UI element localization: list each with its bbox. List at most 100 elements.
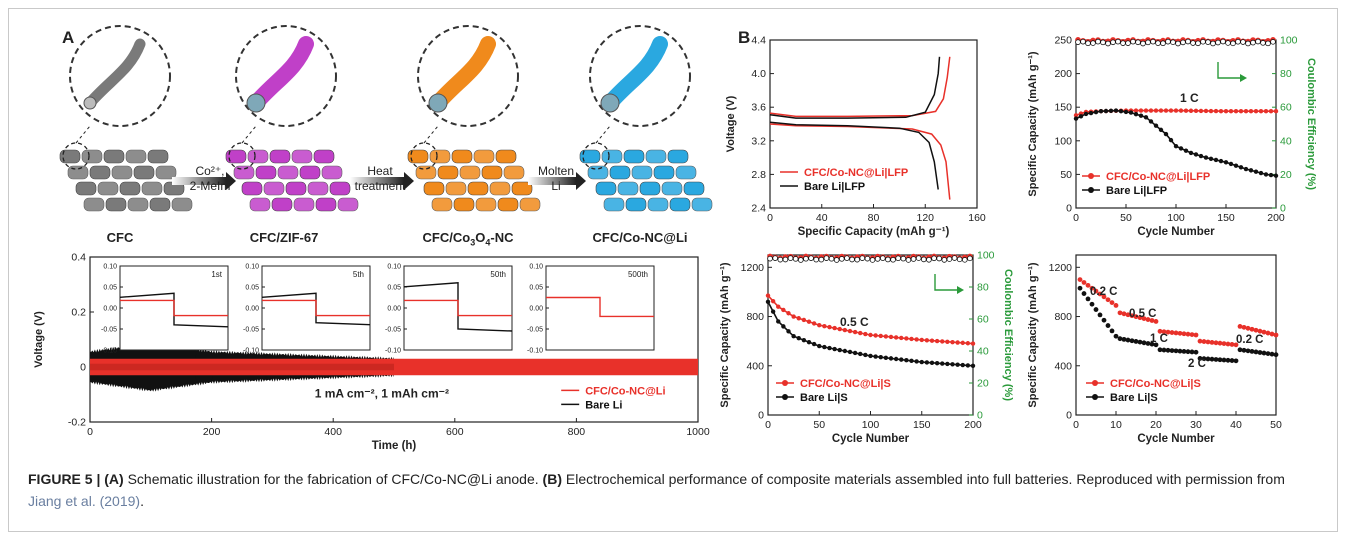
efficiency-point — [1185, 38, 1191, 45]
capacity-point — [1233, 109, 1239, 114]
efficiency-point — [1260, 40, 1266, 46]
capacity-point — [960, 362, 965, 368]
legend-label: CFC/Co-NC@Li — [585, 385, 665, 397]
rate-point — [1265, 351, 1271, 356]
y-tick-label: 800 — [1054, 311, 1072, 323]
rate-point — [1085, 282, 1091, 288]
y2-tick-label: 100 — [1280, 35, 1298, 47]
efficiency-point — [772, 255, 778, 261]
capacity-point — [950, 362, 955, 367]
capacity-point — [1163, 131, 1169, 137]
step-1-label: Co²⁺, 2-MeIm — [189, 164, 231, 193]
legend-label: Bare Li — [585, 399, 622, 411]
efficiency-point — [967, 255, 973, 262]
capacity-point — [965, 341, 971, 346]
y-axis-label: Specific Capacity (mAh g⁻¹) — [1027, 262, 1039, 408]
inset-5th: 0.10 0.05 0.00 -0.05 -0.10 5th — [243, 264, 371, 355]
fabric-weave — [669, 197, 691, 212]
efficiency-point — [1180, 39, 1186, 46]
efficiency-point — [905, 257, 912, 263]
capacity-point — [965, 363, 971, 368]
y-tick-label: 4.0 — [751, 68, 766, 80]
y-tick-label: 0 — [1066, 410, 1072, 422]
fabric-weave — [255, 165, 277, 180]
fabric-weave — [83, 197, 105, 212]
efficiency-point — [915, 255, 922, 261]
efficiency-point — [823, 255, 830, 261]
y-tick-label: 0 — [758, 410, 764, 422]
y2-axis-label: Coulombic Efficiency (%) — [1002, 269, 1014, 401]
inset-y-tick-label: 0.00 — [103, 306, 117, 313]
efficiency-point — [833, 257, 840, 263]
rate-point — [1185, 349, 1191, 355]
y-tick-label: 2.4 — [751, 203, 766, 215]
capacity-point — [1223, 160, 1229, 165]
fabric-weave — [645, 149, 667, 164]
capacity-point — [945, 361, 950, 367]
y-tick-label: 0 — [80, 362, 86, 374]
capacity-point — [1253, 109, 1259, 114]
efficiency-point — [1265, 40, 1271, 47]
x-tick-label: 50 — [813, 419, 825, 431]
capacity-point — [786, 329, 791, 334]
rate-point — [1229, 358, 1235, 363]
efficiency-point — [946, 256, 953, 262]
x-axis-label: Specific Capacity (mAh g⁻¹) — [798, 226, 950, 238]
rate-point — [1229, 342, 1235, 347]
fabric-weave — [445, 181, 467, 196]
x-tick-label: 200 — [203, 426, 221, 438]
efficiency-point — [1130, 38, 1136, 45]
y2-tick-label: 0 — [977, 410, 983, 422]
zoom-marker-co-nc-li — [582, 142, 610, 170]
capacity-point — [1198, 153, 1204, 159]
c-rate-annotation: 0.5 C — [840, 315, 869, 329]
citation-link[interactable]: Jiang et al. (2019) — [28, 493, 141, 509]
rate-point — [1245, 348, 1251, 354]
fabric-weave — [263, 181, 285, 196]
fabric-weave — [625, 197, 647, 212]
y-tick-label: 0.2 — [71, 307, 86, 319]
rate-point — [1241, 347, 1247, 353]
stage-label-cfc: CFC — [106, 230, 134, 245]
inset-cfc-trace — [262, 299, 370, 317]
capacity-point — [852, 350, 858, 356]
x-tick-label: 200 — [964, 419, 982, 431]
x-tick-label: 800 — [568, 426, 586, 438]
fabric-weave — [241, 181, 263, 196]
fabric-weave — [313, 149, 335, 164]
capacity-point — [1178, 146, 1184, 151]
y2-tick-label: 60 — [1280, 102, 1292, 114]
rate-point — [1225, 357, 1231, 363]
y-tick-label: 3.2 — [751, 135, 766, 147]
capacity-point — [822, 323, 827, 329]
efficiency-point — [1195, 40, 1201, 47]
efficiency-point — [1210, 40, 1216, 47]
rate-point — [1105, 323, 1111, 328]
fabric-weave — [519, 197, 541, 212]
fabric-weave — [307, 181, 329, 196]
rate-point — [1137, 339, 1143, 345]
efficiency-point — [1120, 40, 1126, 46]
capacity-point — [1243, 166, 1249, 172]
fabric-weave — [489, 181, 511, 196]
capacity-point — [806, 339, 812, 345]
rate-point — [1253, 349, 1259, 355]
x-tick-label: 50 — [1270, 419, 1282, 431]
efficiency-point — [1100, 39, 1106, 46]
capacity-point — [1218, 108, 1224, 114]
x-axis-label: Time (h) — [372, 440, 417, 452]
zoom-line-zif-67 — [241, 125, 257, 144]
capacity-point — [1148, 108, 1154, 113]
legend-label: Bare Li|LFP — [1106, 185, 1167, 197]
inset-1st: 0.10 0.05 0.00 -0.05 -0.10 1st — [101, 264, 229, 355]
rate-point — [1101, 294, 1107, 300]
stage-label-co3o4: CFC/Co3O4-NC — [422, 230, 514, 248]
rate-point — [1181, 331, 1187, 337]
capacity-point — [950, 339, 955, 345]
efficiency-point — [1115, 38, 1121, 45]
fiber-end-co3o4-nc — [428, 93, 448, 113]
efficiency-point — [885, 256, 891, 263]
capacity-point — [934, 338, 940, 344]
rate-point — [1213, 340, 1219, 346]
capacity-point — [776, 304, 781, 309]
